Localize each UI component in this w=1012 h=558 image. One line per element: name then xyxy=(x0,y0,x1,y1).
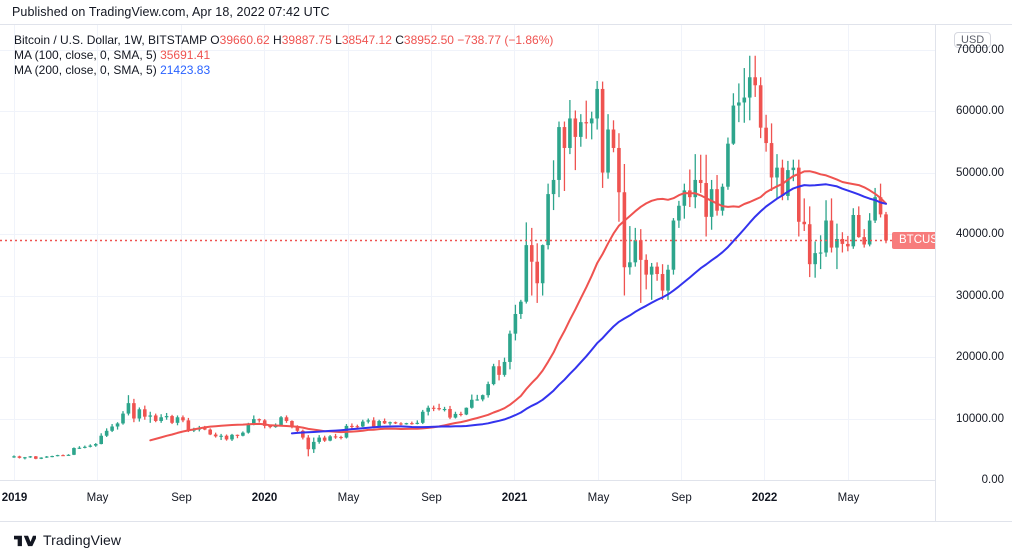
tradingview-logo-icon xyxy=(14,535,36,547)
chart-legend: Bitcoin / U.S. Dollar, 1W, BITSTAMP O396… xyxy=(14,33,553,78)
chart-frame: BTCUSD Bitcoin / U.S. Dollar, 1W, BITSTA… xyxy=(0,24,1012,522)
price-axis-tick: 60000.00 xyxy=(956,105,1004,118)
legend-ma200-label: MA (200, close, 0, SMA, 5) xyxy=(14,63,157,77)
price-axis[interactable]: USD 38952.50 6d 17h 35691.41 21423.83 70… xyxy=(935,25,1012,521)
legend-open-label: O xyxy=(210,33,220,47)
footer: TradingView xyxy=(0,522,1012,558)
symbol-price-tag: BTCUSD xyxy=(892,231,935,249)
legend-high-value: 39887.75 xyxy=(281,33,332,47)
legend-close-value: 38952.50 xyxy=(403,33,454,47)
time-axis-tick: May xyxy=(587,492,610,504)
tradingview-logo-text: TradingView xyxy=(43,532,122,548)
legend-high-label: H xyxy=(273,33,282,47)
time-axis[interactable]: 2019 May Sep 2020 May Sep 2021 May Sep 2022 May xyxy=(0,480,935,521)
legend-ma100-value: 35691.41 xyxy=(160,48,211,62)
time-axis-tick: 2020 xyxy=(251,492,278,504)
legend-low-label: L xyxy=(335,33,342,47)
currency-badge: USD xyxy=(954,32,992,48)
price-axis-tick: 70000.00 xyxy=(956,43,1004,56)
price-axis-tick: 30000.00 xyxy=(956,289,1004,302)
time-axis-tick: May xyxy=(337,492,360,504)
price-axis-tick: 20000.00 xyxy=(956,351,1004,364)
time-axis-tick: 2022 xyxy=(751,492,778,504)
legend-change-value: −738.77 (−1.86%) xyxy=(457,33,554,47)
price-axis-tick: 0.00 xyxy=(981,474,1004,486)
time-axis-tick: Sep xyxy=(671,492,692,504)
time-axis-tick: 2021 xyxy=(501,492,528,504)
time-axis-tick: May xyxy=(86,492,109,504)
time-axis-tick: 2019 xyxy=(1,492,28,504)
legend-ma100-row: MA (100, close, 0, SMA, 5) 35691.41 xyxy=(14,48,553,63)
chart-plot-area[interactable]: BTCUSD xyxy=(0,25,935,480)
legend-ma100-label: MA (100, close, 0, SMA, 5) xyxy=(14,48,157,62)
legend-symbol-label: Bitcoin / U.S. Dollar, 1W, BITSTAMP xyxy=(14,33,207,47)
time-axis-tick: Sep xyxy=(171,492,192,504)
legend-ma200-value: 21423.83 xyxy=(160,63,211,77)
legend-symbol-row: Bitcoin / U.S. Dollar, 1W, BITSTAMP O396… xyxy=(14,33,553,48)
time-axis-tick: Sep xyxy=(421,492,442,504)
price-axis-tick: 50000.00 xyxy=(956,166,1004,179)
legend-low-value: 38547.12 xyxy=(341,33,392,47)
legend-open-value: 39660.62 xyxy=(219,33,270,47)
price-axis-tick: 10000.00 xyxy=(956,412,1004,425)
time-axis-tick: May xyxy=(837,492,860,504)
candlestick-chart-svg xyxy=(0,25,935,480)
price-axis-tick: 40000.00 xyxy=(956,228,1004,241)
legend-ma200-row: MA (200, close, 0, SMA, 5) 21423.83 xyxy=(14,63,553,78)
publication-line: Published on TradingView.com, Apr 18, 20… xyxy=(12,5,330,19)
legend-close-label: C xyxy=(395,33,404,47)
